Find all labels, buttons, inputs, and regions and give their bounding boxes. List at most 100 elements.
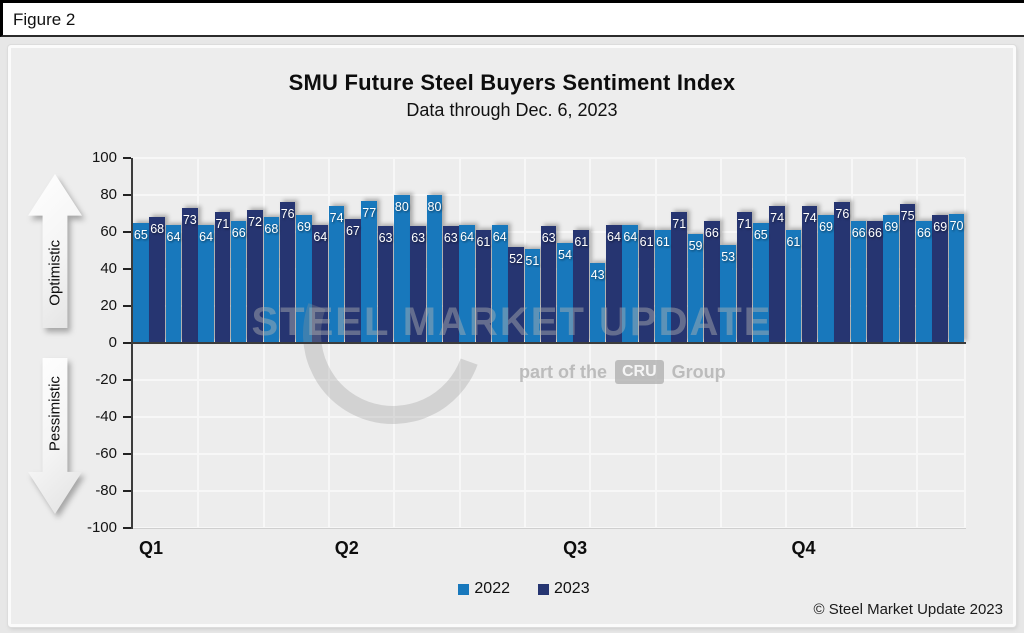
y-axis-tick	[123, 305, 131, 307]
bar-2023	[573, 230, 590, 343]
bar-2022	[296, 215, 312, 343]
bar-2023	[181, 207, 198, 343]
bar-value-label: 64	[313, 229, 328, 244]
bar-value-label: 75	[900, 209, 915, 224]
bar-2022	[883, 215, 900, 343]
bar-2023	[801, 206, 818, 343]
legend-label: 2022	[474, 580, 510, 597]
bar-2023	[867, 220, 883, 343]
legend: 2022 2023	[23, 580, 1024, 598]
bar-2023	[508, 246, 524, 343]
legend-swatch-icon	[458, 583, 470, 595]
bar-2023	[769, 206, 785, 343]
bar-2022	[426, 195, 443, 343]
bar-value-label: 52	[509, 251, 524, 266]
y-tick-label: 0	[108, 334, 117, 351]
bar-value-label: 68	[264, 222, 279, 237]
bar-2022	[916, 220, 932, 343]
bar-2022	[655, 230, 671, 343]
bar-value-label: 68	[150, 222, 165, 237]
bar-value-label: 80	[394, 200, 409, 214]
bar-value-label: 64	[607, 229, 621, 244]
bar-2023	[377, 226, 394, 343]
bar-2022	[328, 206, 345, 343]
y-tick-label: -40	[95, 408, 117, 425]
bar-value-label: 63	[378, 231, 393, 246]
bar-2022	[557, 243, 573, 343]
bar-value-label: 71	[215, 216, 230, 231]
y-axis-tick	[123, 231, 131, 233]
bar-value-label: 53	[721, 249, 736, 264]
bar-value-label: 64	[199, 229, 214, 244]
bar-value-label: 74	[770, 211, 785, 226]
gridline-h	[133, 416, 965, 418]
bar-value-label: 71	[737, 216, 752, 231]
bar-value-label: 61	[574, 235, 589, 250]
bar-2022	[394, 195, 410, 343]
bar-value-label: 69	[933, 220, 948, 235]
bar-2022	[524, 248, 541, 343]
bar-2022	[785, 230, 802, 343]
bar-2023	[703, 220, 720, 343]
bar-value-label: 69	[819, 220, 833, 235]
bar-2022	[850, 220, 867, 343]
bar-2023	[279, 202, 296, 343]
bar-2023	[442, 226, 459, 343]
y-axis-tick	[123, 157, 131, 159]
y-axis-tick	[123, 527, 131, 529]
bar-value-label: 76	[835, 207, 850, 222]
bar-value-label: 74	[329, 211, 344, 226]
bar-2022	[720, 244, 736, 343]
bar-2023	[475, 230, 492, 343]
bar-2023	[899, 204, 916, 343]
bar-2022	[752, 222, 769, 343]
bar-2022	[361, 200, 377, 343]
bar-2023	[932, 215, 948, 343]
figure-header: Figure 2	[0, 3, 1024, 37]
bar-value-label: 64	[492, 229, 507, 244]
y-axis-line	[131, 158, 133, 529]
bar-2023	[214, 211, 231, 343]
bar-value-label: 64	[460, 229, 475, 244]
y-axis-tick	[123, 194, 131, 196]
bar-value-label: 66	[231, 225, 246, 240]
bar-2023	[736, 211, 753, 343]
bar-value-label: 63	[443, 231, 458, 246]
y-axis-tick	[123, 379, 131, 381]
bar-2023	[671, 211, 687, 343]
bar-value-label: 66	[704, 225, 719, 240]
bar-2022	[459, 224, 475, 343]
bar-value-label: 66	[851, 225, 866, 240]
chart-subtitle: Data through Dec. 6, 2023	[406, 100, 618, 120]
bar-value-label: 61	[786, 235, 801, 250]
cru-badge: CRU	[615, 360, 664, 384]
gridline-h	[133, 490, 965, 492]
bar-2023	[638, 230, 655, 343]
chart-title: SMU Future Steel Buyers Sentiment Index	[288, 70, 736, 95]
bar-value-label: 72	[248, 214, 262, 229]
bar-2022	[818, 215, 834, 343]
bar-2023	[410, 226, 426, 343]
bar-value-label: 63	[541, 231, 556, 246]
bar-value-label: 70	[949, 218, 964, 233]
y-tick-label: 20	[100, 297, 117, 314]
bar-value-label: 64	[166, 229, 181, 244]
pessimistic-label: Pessimistic	[46, 376, 64, 452]
gridline-h	[133, 194, 965, 196]
x-tick-label-q2: Q2	[334, 538, 359, 558]
x-tick-label-q4: Q4	[791, 538, 816, 558]
legend-item-2022: 2022	[458, 580, 510, 598]
bar-2023	[312, 224, 329, 343]
bar-value-label: 66	[916, 225, 931, 240]
bar-2022	[230, 220, 247, 343]
gridline-h	[133, 453, 965, 455]
bar-2022	[165, 224, 182, 343]
bar-2023	[606, 224, 622, 343]
bar-value-label: 69	[884, 220, 899, 235]
bar-value-label: 80	[427, 200, 442, 214]
watermark-group: Group	[671, 361, 726, 382]
y-tick-label: -100	[86, 519, 117, 536]
bar-2023	[540, 226, 557, 343]
gridline-h	[133, 157, 965, 159]
